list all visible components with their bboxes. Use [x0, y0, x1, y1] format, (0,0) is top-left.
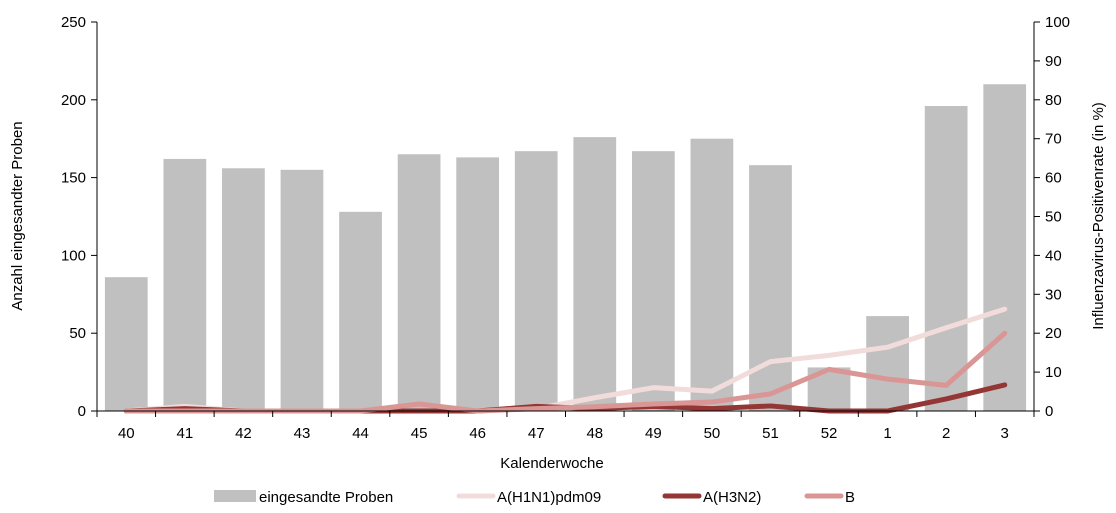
bar-46: [456, 157, 500, 411]
y2-tick-label: 10: [1045, 364, 1062, 381]
y2-tick-label: 60: [1045, 170, 1062, 187]
x-tick-label: 1: [883, 425, 891, 442]
x-tick-label: 41: [177, 425, 194, 442]
x-tick-label: 46: [469, 425, 486, 442]
x-tick-label: 48: [586, 425, 603, 442]
y-tick-label: 250: [61, 14, 86, 31]
legend-label-bar: eingesandte Proben: [259, 489, 393, 506]
bar-49: [631, 151, 675, 411]
x-tick-label: 49: [645, 425, 662, 442]
bar-45: [397, 154, 441, 411]
y2-axis-title: Influenzavirus-Positivenrate (in %): [1090, 102, 1107, 330]
bar-51: [749, 165, 792, 411]
y-axis-title: Anzahl eingesandter Proben: [9, 121, 26, 310]
y-tick-label: 200: [61, 92, 86, 109]
y2-tick-label: 0: [1045, 403, 1053, 420]
bar-1: [866, 316, 909, 411]
legend: eingesandte Proben A(H1N1)pdm09 A(H3N2) B: [214, 489, 855, 506]
y2-tick-label: 70: [1045, 131, 1062, 148]
bar-44: [339, 211, 382, 411]
legend-label-line-1: A(H3N2): [703, 489, 761, 506]
x-tick-label: 45: [411, 425, 428, 442]
y2-tick-label: 20: [1045, 325, 1062, 342]
y-tick-label: 100: [61, 247, 86, 264]
x-tick-label: 43: [294, 425, 311, 442]
bar-40: [104, 277, 148, 411]
legend-label-line-2: B: [845, 489, 855, 506]
x-tick-label: 50: [704, 425, 721, 442]
x-tick-label: 52: [821, 425, 838, 442]
x-tick-label: 47: [528, 425, 545, 442]
x-tick-label: 2: [942, 425, 950, 442]
y-tick-label: 0: [78, 403, 86, 420]
legend-label-line-0: A(H1N1)pdm09: [497, 489, 601, 506]
y2-tick-label: 50: [1045, 209, 1062, 226]
bar-3: [983, 84, 1027, 412]
bar-2: [924, 106, 968, 412]
bars-layer: [104, 84, 1027, 412]
y2-tick-label: 80: [1045, 92, 1062, 109]
x-axis-title: Kalenderwoche: [500, 455, 603, 472]
bar-42: [222, 168, 265, 411]
y2-tick-label: 100: [1045, 14, 1070, 31]
bar-50: [690, 138, 734, 411]
y-tick-label: 150: [61, 170, 86, 187]
legend-swatch-bar: [214, 490, 256, 502]
x-tick-label: 3: [1001, 425, 1009, 442]
x-tick-label: 44: [352, 425, 369, 442]
y-tick-label: 50: [69, 325, 86, 342]
bar-48: [573, 137, 617, 411]
bar-47: [514, 151, 558, 411]
x-tick-label: 42: [235, 425, 252, 442]
x-tick-label: 40: [118, 425, 135, 442]
y2-tick-label: 30: [1045, 286, 1062, 303]
y2-tick-label: 40: [1045, 247, 1062, 264]
bar-41: [163, 158, 207, 411]
bar-43: [280, 169, 324, 411]
y2-tick-label: 90: [1045, 53, 1062, 70]
x-tick-label: 51: [762, 425, 779, 442]
